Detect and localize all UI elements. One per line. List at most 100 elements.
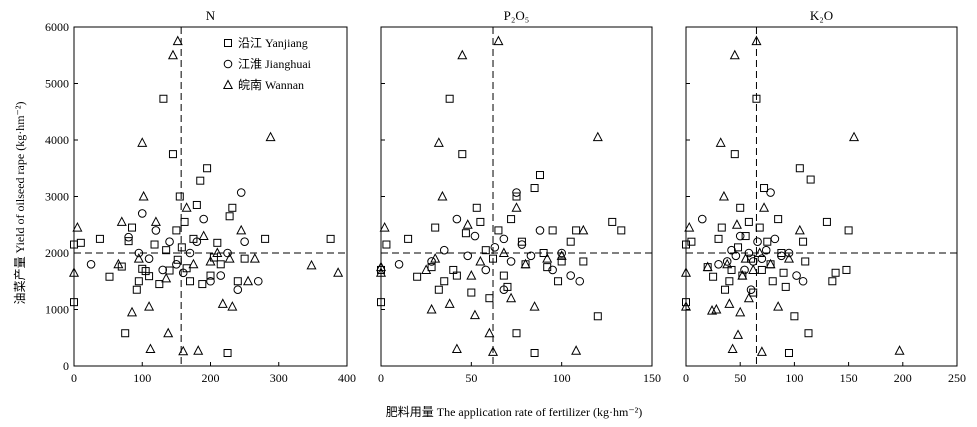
triangle-point	[451, 343, 462, 354]
triangle-point	[735, 306, 746, 317]
circle-point	[714, 260, 723, 269]
square-point	[134, 277, 143, 286]
square-point	[714, 234, 723, 243]
circle-point	[236, 188, 246, 197]
square-point	[180, 217, 189, 226]
triangle-point	[265, 131, 276, 142]
square-point	[377, 298, 385, 307]
circle-point	[165, 237, 174, 246]
triangle-point	[592, 131, 603, 142]
square-point	[801, 257, 810, 266]
square-point	[192, 200, 201, 209]
square-point	[572, 226, 581, 235]
square-point	[196, 176, 205, 185]
square-point	[517, 237, 526, 246]
triangle-point	[217, 298, 228, 308]
triangle-point	[133, 253, 144, 263]
square-point	[225, 212, 234, 221]
square-point	[382, 240, 391, 249]
square-point	[844, 226, 853, 235]
square-point	[779, 268, 788, 277]
circle-point	[731, 251, 741, 261]
triangle-point	[333, 267, 344, 277]
triangle-point	[773, 301, 784, 311]
circle-point	[735, 231, 745, 241]
panel-title: N	[206, 8, 216, 23]
square-point	[557, 257, 566, 266]
square-point	[736, 203, 745, 212]
triangle-point	[578, 224, 589, 235]
triangle-point	[743, 292, 754, 303]
square-point	[682, 298, 690, 307]
triangle-point	[894, 345, 905, 355]
square-point	[822, 217, 831, 226]
circle-point	[517, 240, 527, 249]
triangle-point	[138, 190, 149, 201]
triangle-point	[759, 202, 770, 212]
triangle-point	[529, 301, 540, 311]
circle-point	[253, 276, 263, 286]
circle-point	[158, 265, 168, 275]
square-point	[95, 234, 104, 243]
square-point	[431, 223, 440, 232]
circle-point	[777, 251, 786, 261]
y-tick-label: 6000	[45, 20, 69, 34]
circle-point	[124, 232, 133, 242]
square-point	[717, 223, 726, 232]
square-point	[162, 246, 171, 255]
square-point	[608, 217, 617, 226]
square-point	[682, 240, 690, 249]
square-point	[530, 184, 539, 193]
triangle-point	[116, 216, 127, 226]
square-point	[481, 246, 490, 255]
circle-point	[744, 248, 754, 258]
triangle-point	[437, 190, 448, 201]
triangle-point	[751, 35, 762, 46]
square-point	[213, 238, 222, 247]
square-point	[132, 285, 141, 294]
square-point	[224, 39, 232, 47]
square-point	[461, 229, 470, 238]
triangle-point	[756, 346, 767, 356]
triangle-point	[848, 131, 860, 142]
y-tick-label: 2000	[45, 246, 69, 260]
square-point	[124, 237, 133, 246]
circle-point	[753, 237, 762, 246]
square-point	[804, 329, 813, 338]
triangle-point	[740, 253, 751, 263]
plot-frame	[73, 26, 348, 367]
circle-point	[748, 257, 758, 266]
square-point	[175, 192, 184, 201]
triangle-point	[375, 267, 387, 277]
x-tick-label: 100	[785, 371, 803, 385]
triangle-point	[126, 306, 138, 317]
circle-point	[512, 188, 521, 197]
square-point	[755, 223, 764, 232]
triangle-point	[680, 301, 692, 311]
square-point	[70, 298, 78, 307]
square-point	[790, 312, 799, 321]
circle-point	[697, 214, 707, 224]
triangle-point	[205, 255, 216, 266]
panel-title: K₂O	[810, 8, 833, 23]
circle-point	[481, 265, 491, 275]
triangle-point	[748, 264, 759, 274]
circle-point	[722, 257, 732, 266]
triangle-point	[731, 219, 742, 229]
circle-point	[798, 276, 808, 286]
square-point	[617, 226, 626, 235]
square-point	[198, 280, 207, 289]
square-point	[721, 285, 730, 294]
triangle-point	[243, 275, 254, 286]
square-point	[768, 277, 777, 286]
circle-point	[499, 234, 509, 244]
square-point	[774, 215, 783, 224]
square-point	[150, 240, 159, 249]
x-tick-label: 400	[338, 371, 356, 385]
square-point	[828, 277, 837, 286]
circle-point	[223, 59, 233, 69]
triangle-point	[421, 264, 432, 274]
square-point	[730, 150, 739, 159]
triangle-point	[520, 258, 531, 269]
